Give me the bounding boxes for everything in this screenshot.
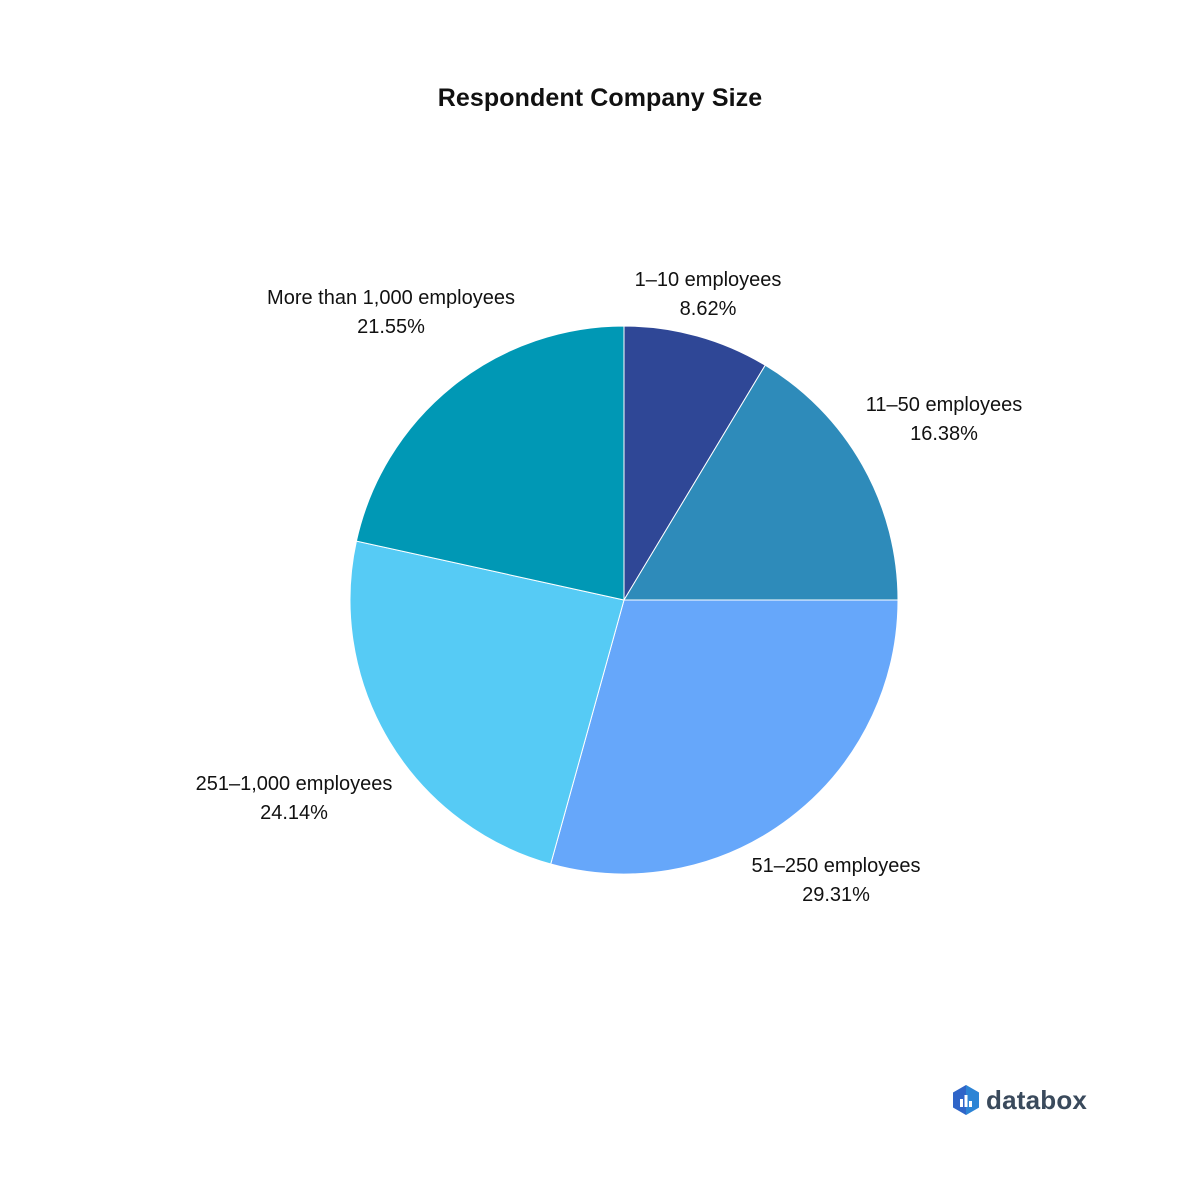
slice-name: 11–50 employees (865, 394, 1023, 416)
pie-slice-1 (623, 325, 766, 602)
slice-label-4: 251–1,000 employees 24.14% (114, 770, 474, 828)
slice-value: 16.38% (910, 423, 978, 445)
slice-label-5: More than 1,000 employees 21.55% (211, 284, 571, 342)
chart-title: Respondent Company Size (437, 84, 763, 112)
brand-name: databox (986, 1084, 1088, 1115)
slice-value: 24.14% (260, 802, 328, 824)
databox-logo-icon (953, 1085, 979, 1115)
slice-value: 21.55% (357, 316, 425, 338)
pie-slice-5 (355, 325, 625, 601)
slice-label-3: 51–250 employees 29.31% (656, 852, 1016, 910)
slice-name: 51–250 employees (751, 855, 921, 877)
slice-value: 29.31% (802, 884, 870, 906)
slice-name: 1–10 employees (634, 269, 782, 291)
slice-label-1: 1–10 employees 8.62% (528, 266, 888, 324)
slice-name: 251–1,000 employees (195, 773, 393, 795)
brand-logo: databox (952, 1084, 1087, 1116)
pie-slice-3 (550, 599, 899, 875)
slice-value: 8.62% (679, 298, 737, 320)
slice-name: More than 1,000 employees (267, 287, 515, 309)
pie-slice-2 (623, 364, 899, 601)
slice-label-2: 11–50 employees 16.38% (764, 391, 1124, 449)
pie-slice-4 (349, 540, 625, 865)
